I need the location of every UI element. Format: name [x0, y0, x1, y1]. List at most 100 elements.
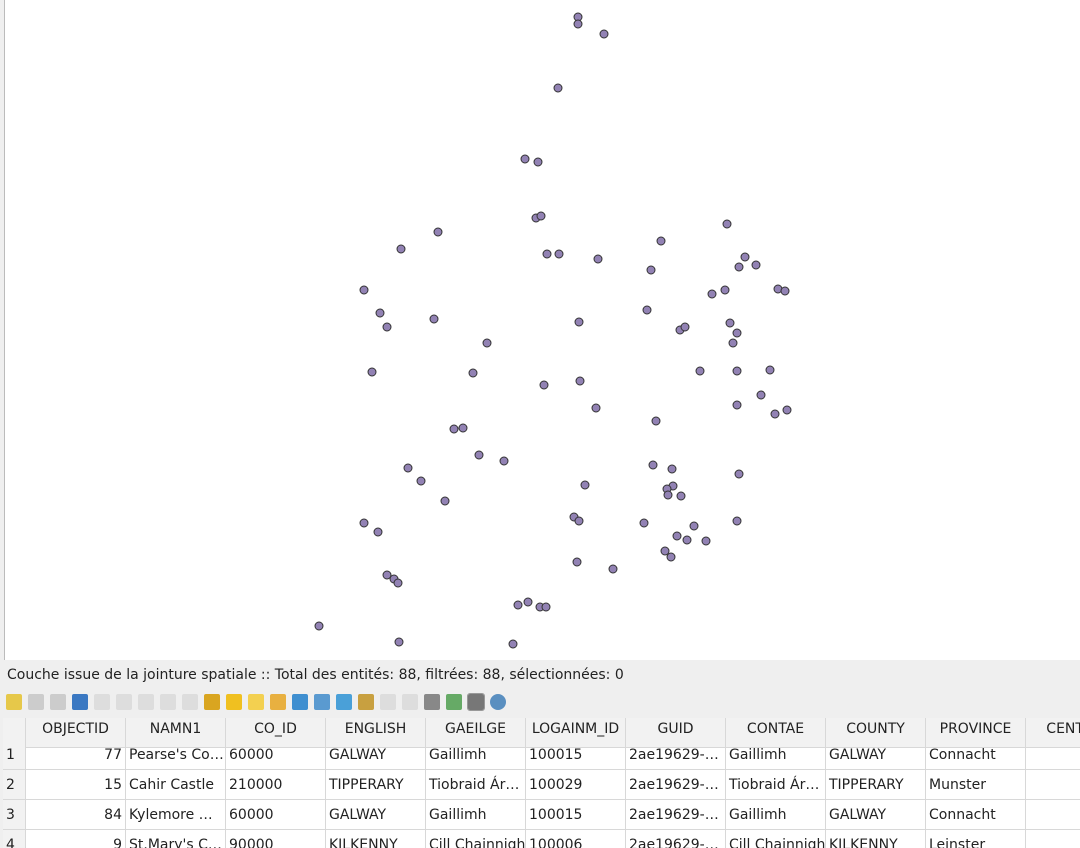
- map-point[interactable]: [591, 403, 601, 413]
- map-point[interactable]: [722, 219, 732, 229]
- map-point[interactable]: [359, 285, 369, 295]
- column-header[interactable]: GAEILGE: [426, 718, 526, 748]
- column-header[interactable]: CO_ID: [226, 718, 326, 748]
- column-header[interactable]: CENTRO: [1026, 718, 1080, 748]
- table-cell[interactable]: Gaillimh: [426, 800, 526, 830]
- map-point[interactable]: [593, 254, 603, 264]
- column-header[interactable]: GUID: [626, 718, 726, 748]
- map-point[interactable]: [458, 423, 468, 433]
- table-cell[interactable]: GALWAY: [326, 800, 426, 830]
- map-point[interactable]: [468, 368, 478, 378]
- tool-new-field[interactable]: [380, 694, 396, 710]
- table-cell[interactable]: 2ae19629-…: [626, 800, 726, 830]
- map-point[interactable]: [393, 578, 403, 588]
- map-point[interactable]: [672, 531, 682, 541]
- map-point[interactable]: [695, 366, 705, 376]
- table-cell[interactable]: GALWAY: [326, 740, 426, 770]
- map-point[interactable]: [573, 19, 583, 29]
- map-point[interactable]: [542, 249, 552, 259]
- map-point[interactable]: [660, 546, 670, 556]
- table-cell[interactable]: Gaillimh: [726, 800, 826, 830]
- map-point[interactable]: [574, 516, 584, 526]
- table-cell[interactable]: 2ae19629-…: [626, 740, 726, 770]
- map-point[interactable]: [572, 557, 582, 567]
- row-number[interactable]: 2: [3, 770, 26, 800]
- table-cell[interactable]: Tiobraid Ár…: [426, 770, 526, 800]
- tool-filter[interactable]: [292, 694, 308, 710]
- row-number[interactable]: 4: [3, 830, 26, 848]
- map-point[interactable]: [553, 83, 563, 93]
- map-canvas[interactable]: [4, 0, 1080, 660]
- table-cell[interactable]: 60000: [226, 800, 326, 830]
- map-point[interactable]: [720, 285, 730, 295]
- map-point[interactable]: [580, 480, 590, 490]
- column-header[interactable]: PROVINCE: [926, 718, 1026, 748]
- tool-zoom[interactable]: [358, 694, 374, 710]
- map-point[interactable]: [656, 236, 666, 246]
- table-cell[interactable]: 6051: [1026, 770, 1080, 800]
- map-point[interactable]: [513, 600, 523, 610]
- map-point[interactable]: [375, 308, 385, 318]
- table-cell[interactable]: GALWAY: [826, 800, 926, 830]
- map-point[interactable]: [707, 289, 717, 299]
- map-point[interactable]: [740, 252, 750, 262]
- table-cell[interactable]: Connacht: [926, 800, 1026, 830]
- table-cell[interactable]: 84: [26, 800, 126, 830]
- map-point[interactable]: [666, 552, 676, 562]
- table-cell[interactable]: 5245: [1026, 800, 1080, 830]
- map-point[interactable]: [554, 249, 564, 259]
- map-point[interactable]: [382, 570, 392, 580]
- table-cell[interactable]: 77: [26, 740, 126, 770]
- tool-select-all[interactable]: [226, 694, 242, 710]
- map-point[interactable]: [520, 154, 530, 164]
- table-cell[interactable]: St.Mary's C…: [126, 830, 226, 848]
- column-header[interactable]: NAMN1: [126, 718, 226, 748]
- table-cell[interactable]: 5245: [1026, 740, 1080, 770]
- table-cell[interactable]: Cill Chainnigh: [426, 830, 526, 848]
- map-point[interactable]: [523, 597, 533, 607]
- tool-dock[interactable]: [467, 693, 485, 711]
- row-number[interactable]: 1: [3, 740, 26, 770]
- table-cell[interactable]: 2ae19629-…: [626, 770, 726, 800]
- map-point[interactable]: [646, 265, 656, 275]
- map-point[interactable]: [651, 416, 661, 426]
- table-cell[interactable]: 100015: [526, 740, 626, 770]
- tool-paste[interactable]: [182, 694, 198, 710]
- tool-field-calc[interactable]: [424, 694, 440, 710]
- column-header[interactable]: COUNTY: [826, 718, 926, 748]
- tool-edit[interactable]: [6, 694, 22, 710]
- map-point[interactable]: [732, 328, 742, 338]
- map-point[interactable]: [482, 338, 492, 348]
- map-point[interactable]: [756, 390, 766, 400]
- map-point[interactable]: [732, 400, 742, 410]
- table-cell[interactable]: 210000: [226, 770, 326, 800]
- table-cell[interactable]: GALWAY: [826, 740, 926, 770]
- map-point[interactable]: [667, 464, 677, 474]
- map-point[interactable]: [367, 367, 377, 377]
- map-point[interactable]: [429, 314, 439, 324]
- map-point[interactable]: [416, 476, 426, 486]
- map-point[interactable]: [734, 469, 744, 479]
- tool-pan[interactable]: [336, 694, 352, 710]
- tool-cut[interactable]: [138, 694, 154, 710]
- map-point[interactable]: [765, 365, 775, 375]
- table-cell[interactable]: Cahir Castle: [126, 770, 226, 800]
- map-point[interactable]: [541, 602, 551, 612]
- table-cell[interactable]: 6478: [1026, 830, 1080, 848]
- table-cell[interactable]: Gaillimh: [426, 740, 526, 770]
- table-cell[interactable]: Tiobraid Ár…: [726, 770, 826, 800]
- column-header[interactable]: OBJECTID: [26, 718, 126, 748]
- map-point[interactable]: [449, 424, 459, 434]
- column-header[interactable]: LOGAINM_ID: [526, 718, 626, 748]
- row-number[interactable]: 3: [3, 800, 26, 830]
- table-cell[interactable]: Connacht: [926, 740, 1026, 770]
- map-point[interactable]: [734, 262, 744, 272]
- tool-expression-select[interactable]: [204, 694, 220, 710]
- map-point[interactable]: [499, 456, 509, 466]
- column-header[interactable]: ENGLISH: [326, 718, 426, 748]
- tool-deselect[interactable]: [270, 694, 286, 710]
- table-cell[interactable]: Pearse's Co…: [126, 740, 226, 770]
- tool-delete[interactable]: [116, 694, 132, 710]
- map-point[interactable]: [732, 366, 742, 376]
- tool-delete-field[interactable]: [402, 694, 418, 710]
